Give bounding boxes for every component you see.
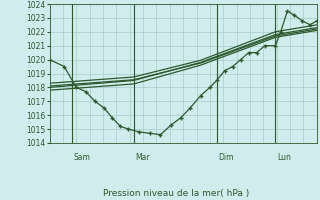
Text: Pression niveau de la mer( hPa ): Pression niveau de la mer( hPa ) xyxy=(103,189,249,198)
Text: Mar: Mar xyxy=(135,153,150,162)
Text: Sam: Sam xyxy=(74,153,91,162)
Text: Lun: Lun xyxy=(277,153,291,162)
Text: Dim: Dim xyxy=(218,153,234,162)
